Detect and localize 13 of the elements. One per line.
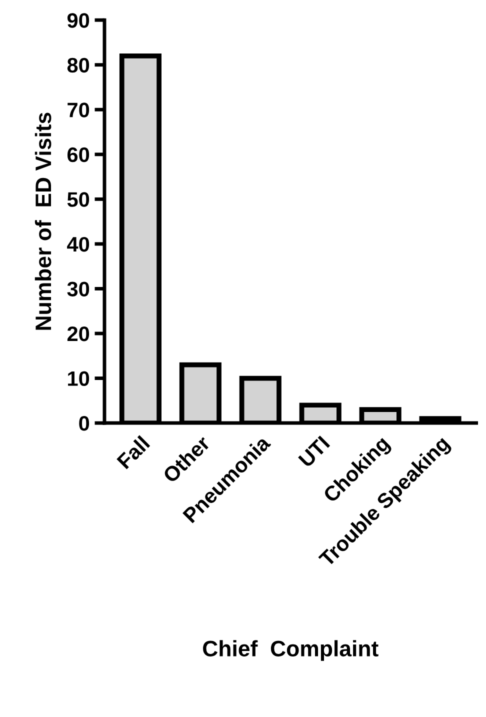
y-tick-label: 10	[68, 371, 90, 386]
y-tick-label: 0	[79, 416, 90, 431]
y-tick-label: 90	[67, 13, 90, 28]
x-axis-title: Chief Complaint	[203, 640, 378, 661]
y-tick-label: 60	[68, 147, 90, 162]
x-tick-label: Fall	[116, 435, 150, 470]
y-tick-label: 80	[67, 58, 90, 73]
y-tick-label: 40	[67, 236, 90, 252]
y-tick-label: 30	[67, 282, 90, 296]
y-tick-label: 70	[68, 102, 90, 118]
y-axis-title: Number of ED Visits	[34, 112, 52, 330]
y-tick-label: 20	[67, 326, 90, 342]
y-tick-label: 50	[67, 192, 90, 207]
